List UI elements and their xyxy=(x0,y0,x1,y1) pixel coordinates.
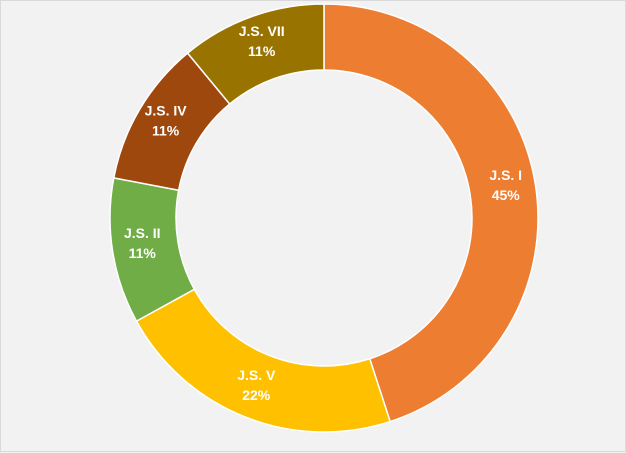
donut-slice-5 xyxy=(186,3,325,106)
donut-slice-2 xyxy=(135,288,392,433)
slice-percent-label-1: 45% xyxy=(492,187,521,203)
slice-category-label-4: J.S. IV xyxy=(145,102,188,118)
slice-percent-label-5: 11% xyxy=(248,43,276,59)
slice-category-label-2: J.S. V xyxy=(237,367,276,383)
slice-percent-label-3: 11% xyxy=(129,245,157,261)
slice-percent-label-2: 22% xyxy=(242,387,271,403)
slice-category-label-3: J.S. II xyxy=(124,225,161,241)
slice-percent-label-4: 11% xyxy=(152,122,180,138)
donut-slice-1 xyxy=(323,3,539,423)
slice-category-label-1: J.S. I xyxy=(489,167,522,183)
slice-category-label-5: J.S. VII xyxy=(239,23,285,39)
